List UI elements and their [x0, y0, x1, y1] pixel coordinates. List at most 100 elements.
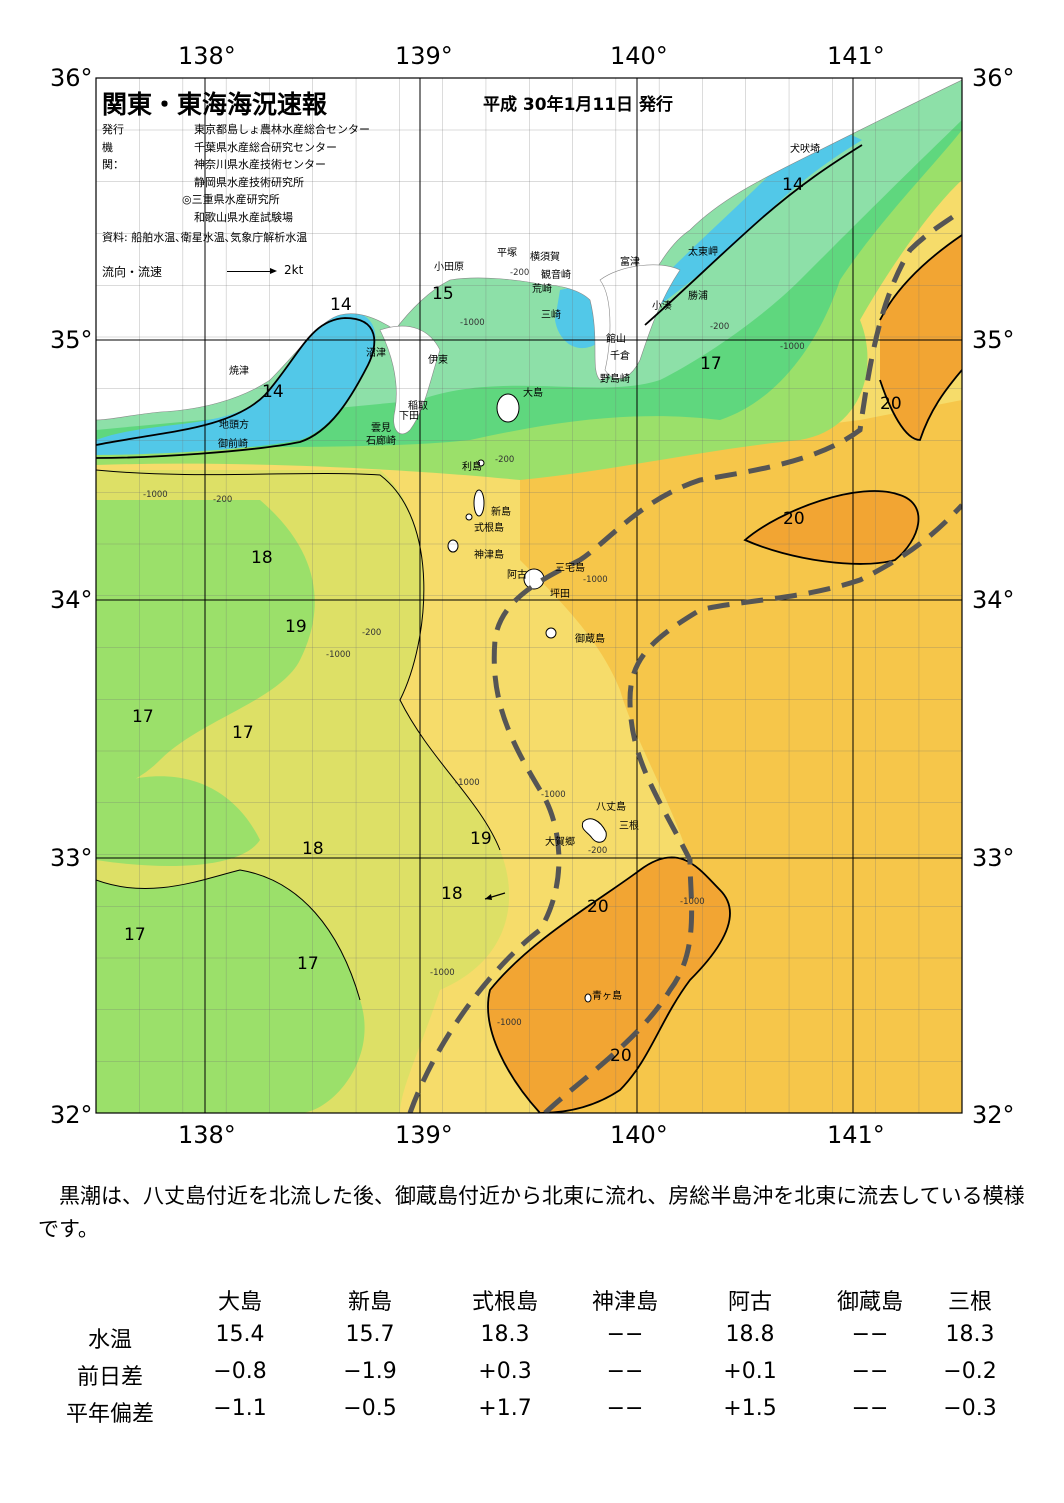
table-cell: +0.1 [723, 1359, 777, 1384]
flow-vector-head [485, 894, 492, 900]
isotherm-label: 20 [783, 509, 805, 529]
table-cell: −− [606, 1322, 644, 1347]
place-label: 御蔵島 [575, 634, 605, 645]
depth-label: -1000 [326, 650, 351, 660]
place-label: 犬吠埼 [790, 144, 820, 155]
isotherm-label: 19 [470, 829, 492, 849]
isotherm-label: 14 [330, 295, 352, 315]
isotherm-label: 18 [251, 548, 273, 568]
depth-label: -200 [510, 268, 530, 278]
place-label: 地頭方 [219, 420, 249, 431]
place-label: 三根 [619, 821, 639, 832]
depth-label: -200 [362, 628, 382, 638]
summary-body: 黒潮は、八丈島付近を北流した後、御蔵島付近から北東に流れ、房総半島沖を北東に流去… [38, 1184, 1025, 1241]
map-canvas [95, 77, 963, 1114]
table-cell: 15.7 [345, 1322, 395, 1347]
issuer-org: 神奈川県水産技術センター [194, 158, 326, 171]
depth-label: -1000 [455, 778, 480, 788]
depth-label: -200 [588, 846, 608, 856]
issuer-label: 発行機関： [102, 123, 124, 171]
sea-condition-map: 138° 139° 140° 141° 138° 139° 140° 141° … [50, 42, 1015, 1149]
depth-label: -1000 [680, 897, 705, 907]
table-header: 神津島 [591, 1290, 658, 1315]
table-cell: −1.1 [213, 1396, 267, 1421]
isotherm-14-west [96, 317, 376, 459]
isotherm-18-west [96, 469, 501, 851]
isotherm-20-east [743, 490, 920, 565]
table-cell: −− [851, 1359, 889, 1384]
issuer-org: ◎三重県水産研究所 [182, 193, 280, 206]
kuroshio-axis-west [407, 208, 962, 1113]
isotherm-label: 17 [297, 954, 319, 974]
isotherm-20-south [487, 856, 731, 1113]
place-label: 石廊崎 [366, 436, 396, 447]
table-cell: −− [606, 1359, 644, 1384]
isotherm-label: 19 [285, 617, 307, 637]
place-label: 伊東 [428, 355, 448, 366]
isotherm-label: 17 [232, 723, 254, 743]
map-frame [95, 77, 963, 1114]
isotherm-label: 15 [432, 284, 454, 304]
place-label: 新島 [491, 507, 511, 518]
table-cell: 18.3 [945, 1322, 995, 1347]
table-header: 三根 [947, 1290, 992, 1315]
isotherm-label: 20 [587, 897, 609, 917]
table-cell: −− [851, 1322, 889, 1347]
table-cell: −− [606, 1396, 644, 1421]
table-cell: −0.8 [213, 1359, 267, 1384]
isotherm-20-northeast [879, 234, 962, 441]
place-label: 館山 [606, 334, 626, 345]
place-label: 大島 [523, 388, 543, 399]
table-cell: −− [851, 1396, 889, 1421]
table-cell: +1.7 [478, 1396, 532, 1421]
depth-label: -200 [213, 495, 233, 505]
table-cell: −0.3 [943, 1396, 997, 1421]
place-label: 三崎 [541, 310, 561, 321]
table-header: 御蔵島 [836, 1290, 903, 1315]
depth-label: -1000 [583, 575, 608, 585]
place-label: 焼津 [229, 366, 249, 377]
place-label: 大賀郷 [545, 837, 575, 848]
table-cell: +0.3 [478, 1359, 532, 1384]
depth-label: -200 [495, 455, 515, 465]
place-label: 青ヶ島 [592, 991, 622, 1002]
isotherm-lines [96, 144, 962, 1113]
lat-label-right-34: 34° [972, 586, 1015, 614]
place-label: 坪田 [550, 589, 570, 600]
table-cell: +1.5 [723, 1396, 777, 1421]
isotherm-label: 14 [262, 382, 284, 402]
table-cell: 15.4 [215, 1322, 265, 1347]
place-label: 小田原 [434, 262, 464, 273]
table-header: 式根島 [471, 1290, 538, 1315]
lon-label-bottom-141: 141° [827, 1121, 885, 1149]
issuer-org: 静岡県水産技術研究所 [194, 175, 304, 189]
place-label: 式根島 [474, 523, 504, 534]
flow-legend-arrow-icon [227, 268, 277, 274]
issuer-org: 東京都島しょ農林水産総合センター [194, 123, 370, 136]
table-cell: −1.9 [343, 1359, 397, 1384]
lat-label-left-34: 34° [50, 586, 93, 614]
lon-label-bottom-140: 140° [610, 1121, 668, 1149]
lat-label-left-36: 36° [50, 64, 93, 92]
depth-label: -1000 [430, 968, 455, 978]
place-label: 三宅島 [555, 563, 585, 574]
lon-label-top-138: 138° [178, 42, 236, 70]
place-label: 八丈島 [596, 802, 626, 813]
place-label: 勝浦 [688, 291, 708, 302]
place-label: 野島崎 [600, 374, 630, 385]
place-label: 荒崎 [532, 284, 552, 295]
isotherm-label: 18 [441, 884, 463, 904]
lat-label-right-33: 33° [972, 844, 1015, 872]
depth-label: -1000 [541, 790, 566, 800]
place-label: 沼津 [366, 348, 386, 359]
lat-label-left-35: 35° [50, 326, 93, 354]
place-label: 利島 [462, 462, 482, 473]
kuroshio-axis [407, 208, 962, 1113]
lat-label-left-33: 33° [50, 844, 93, 872]
place-label: 観音崎 [541, 270, 571, 281]
place-label: 神津島 [474, 550, 504, 561]
issuer-org: 千葉県水産総合研究センター [194, 140, 337, 154]
place-label: 富津 [620, 257, 640, 268]
row-label: 平年偏差 [65, 1402, 154, 1427]
place-label: 下田 [399, 411, 419, 422]
